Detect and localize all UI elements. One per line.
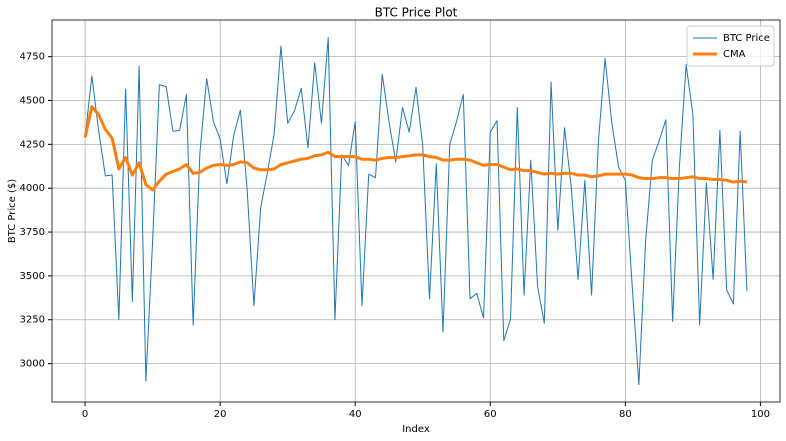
plot-frame: [51, 19, 781, 403]
x-axis-label: Index: [402, 424, 430, 435]
x-tick-label: 20: [214, 409, 227, 420]
x-tick-label: 80: [619, 409, 632, 420]
y-tick-label: 4000: [20, 183, 45, 194]
y-axis-label: BTC Price ($): [7, 179, 18, 243]
y-tick-label: 3750: [20, 227, 45, 238]
y-tick-label: 3250: [20, 315, 45, 326]
y-tick-label: 4250: [20, 139, 45, 150]
y-tick-label: 3500: [20, 271, 45, 282]
legend-box: [686, 25, 775, 67]
x-tick-label: 100: [751, 409, 770, 420]
x-tick-label: 0: [82, 409, 88, 420]
legend: BTC Price CMA: [686, 25, 775, 67]
legend-label: BTC Price: [723, 33, 770, 44]
legend-label: CMA: [723, 49, 746, 60]
x-tick-label: 40: [349, 409, 362, 420]
chart-title: BTC Price Plot: [375, 6, 458, 20]
data-line: [83, 105, 748, 192]
y-tick-label: 3000: [20, 359, 45, 370]
data-line: [84, 36, 748, 386]
y-tick-label: 4750: [20, 52, 45, 63]
y-tick-label: 4500: [20, 96, 45, 107]
x-tick-label: 60: [484, 409, 497, 420]
